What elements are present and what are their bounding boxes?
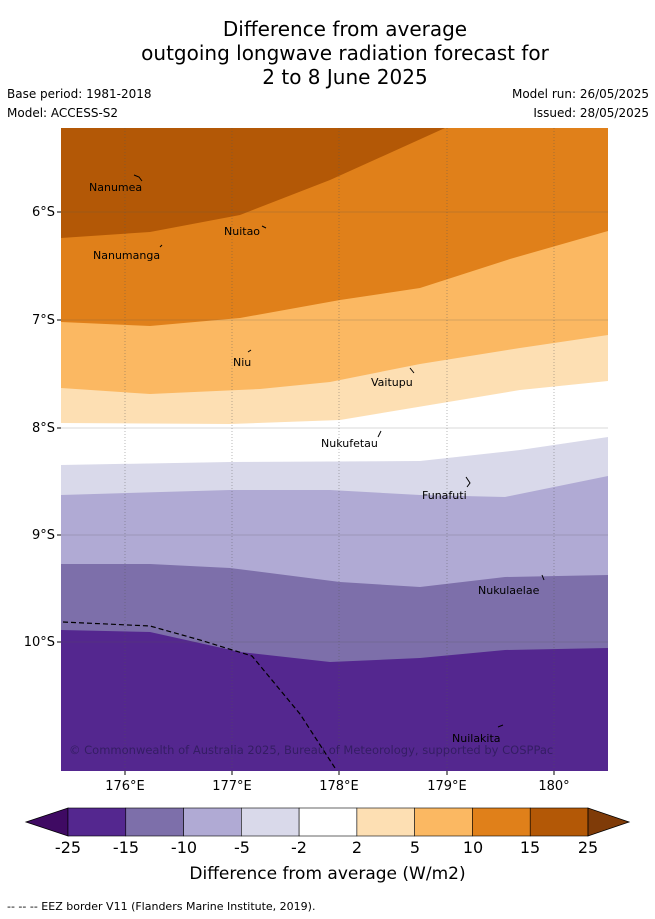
place-label-nanumanga: Nanumanga [93, 249, 160, 262]
place-label-nuitao: Nuitao [224, 225, 260, 238]
colorbar-tick-label: 15 [519, 838, 541, 857]
place-label-nukufetau: Nukufetau [321, 437, 378, 450]
colorbar-extend-low [24, 807, 69, 837]
lon-label-178e: 178°E [319, 779, 359, 794]
lon-label-176e: 176°E [105, 779, 145, 794]
colorbar-segment [241, 807, 300, 837]
island-marks [133, 174, 545, 728]
colorbar [24, 807, 631, 837]
colorbar-tick-label: 2 [351, 838, 363, 857]
colorbar-tick-label: 25 [577, 838, 599, 857]
chart-title-line-1: Difference from average [222, 17, 468, 41]
colorbar-segment [414, 807, 473, 837]
lat-label-10s: 10°S [23, 635, 55, 650]
colorbar-tick-label: -15 [112, 838, 140, 857]
place-label-nanumea: Nanumea [89, 181, 142, 194]
colorbar-segment [125, 807, 184, 837]
colorbar-tick-label: -25 [54, 838, 82, 857]
lat-label-9s: 9°S [31, 528, 55, 543]
lat-label-8s: 8°S [31, 421, 55, 436]
place-label-nuilakita: Nuilakita [452, 732, 501, 745]
lon-label-180: 180° [538, 779, 570, 794]
copyright-notice: © Commonwealth of Australia 2025, Bureau… [69, 743, 553, 757]
colorbar-segment [67, 807, 127, 837]
lat-label-6s: 6°S [31, 205, 55, 220]
anomaly-field: Nanumea Nuitao Nanumanga Niu Vaitupu Nuk… [61, 128, 608, 771]
place-label-nukulaelae: Nukulaelae [478, 584, 540, 597]
lon-label-177e: 177°E [212, 779, 252, 794]
gridlines [61, 128, 608, 771]
eez-border-line [62, 621, 336, 769]
colorbar-tick-label: 5 [409, 838, 421, 857]
place-label-vaitupu: Vaitupu [371, 376, 413, 389]
chart-title-line-2: outgoing longwave radiation forecast for [141, 41, 549, 65]
lat-label-7s: 7°S [31, 313, 55, 328]
eez-legend-note: -- -- -- EEZ border V11 (Flanders Marine… [7, 900, 316, 913]
model-name: Model: ACCESS-S2 [7, 106, 119, 120]
colorbar-segment [298, 807, 358, 837]
colorbar-tick-label: -10 [170, 838, 198, 857]
colorbar-title: Difference from average (W/m2) [189, 864, 466, 884]
colorbar-tick-label: 10 [462, 838, 484, 857]
colorbar-segment [472, 807, 531, 837]
colorbar-tick-label: -5 [234, 838, 250, 857]
issued-date: Issued: 28/05/2025 [533, 106, 649, 120]
chart-title-line-3: 2 to 8 June 2025 [262, 65, 428, 89]
colorbar-tick-label: -2 [291, 838, 307, 857]
colorbar-segment [529, 807, 589, 837]
place-label-niu: Niu [233, 356, 251, 369]
place-label-funafuti: Funafuti [422, 489, 467, 502]
base-period: Base period: 1981-2018 [7, 87, 152, 101]
colorbar-segment [356, 807, 415, 837]
band-15-to-25 [61, 128, 445, 238]
model-run: Model run: 26/05/2025 [511, 87, 649, 101]
colorbar-segment [183, 807, 242, 837]
band-minus15-to-minus25 [61, 630, 608, 771]
colorbar-extend-high [587, 807, 631, 837]
lon-label-179e: 179°E [427, 779, 467, 794]
axis-ticks [57, 211, 555, 775]
